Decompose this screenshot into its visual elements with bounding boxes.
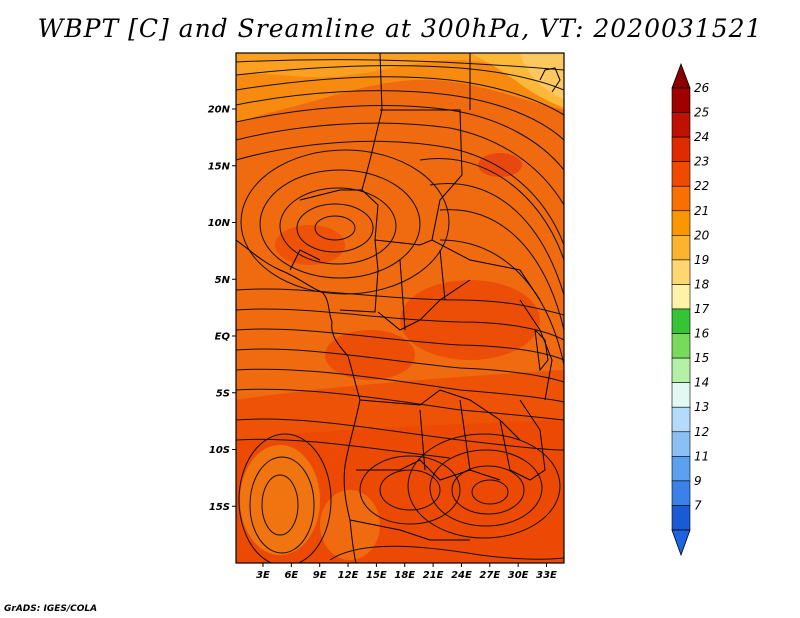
streamline-group-vortex-south (238, 433, 561, 563)
colorbar-cell (671, 284, 691, 310)
lon-tick-label: 21E (423, 570, 444, 581)
lon-tick-label: 9E (313, 570, 327, 581)
map-title: WBPT [C] and Sreamline at 300hPa, VT: 20… (37, 14, 763, 43)
colorbar-cell (671, 87, 691, 113)
lat-tick-label: 5S (216, 388, 230, 399)
colorbar-cell (671, 382, 691, 408)
lat-tick-label: 10S (209, 445, 230, 456)
colorbar: 26 25 24 23 22 21 20 19 18 17 16 15 14 13 12 11 9 7 (671, 62, 710, 557)
colorbar-cell (671, 456, 691, 482)
plot-frame (235, 52, 565, 564)
streamline-group-vortex-north (240, 149, 450, 295)
lon-tick-label: 27E (479, 570, 500, 581)
lon-tick-label: 30E (508, 570, 529, 581)
colorbar-cell (671, 235, 691, 261)
lon-tick-label: 15E (366, 570, 387, 581)
grads-credit: GrADS: IGES/COLA (4, 604, 98, 614)
colorbar-label: 15 (694, 351, 709, 365)
colorbar-label: 23 (694, 155, 709, 169)
colorbar-cell (671, 308, 691, 334)
colorbar-label: 12 (694, 425, 709, 439)
colorbar-label: 7 (694, 498, 702, 512)
colorbar-label: 19 (694, 253, 709, 267)
colorbar-cell (671, 480, 691, 506)
colorbar-label: 21 (694, 204, 709, 218)
colorbar-cell (671, 112, 691, 138)
streamline-group-east (419, 158, 564, 366)
wbpt-field (236, 53, 564, 563)
lon-tick-label: 6E (284, 570, 298, 581)
colorbar-cell (671, 136, 691, 162)
lat-tick-label: 15N (208, 161, 231, 172)
latitude-axis: 20N 15N 10N 5N EQ 5S 10S 15S (208, 105, 236, 513)
lon-tick-label: 18E (394, 570, 415, 581)
streamlines (236, 59, 564, 563)
colorbar-label: 11 (694, 449, 709, 463)
lat-tick-label: EQ (215, 332, 231, 343)
colorbar-labels: 26 25 24 23 22 21 20 19 18 17 16 15 14 13 12 11 9 7 (694, 81, 710, 512)
colorbar-cells (671, 87, 691, 531)
colorbar-cell (671, 431, 691, 457)
colorbar-cell (671, 185, 691, 212)
colorbar-label: 13 (694, 400, 709, 414)
colorbar-label: 9 (694, 474, 702, 488)
colorbar-cell (671, 259, 691, 285)
colorbar-cell (671, 357, 691, 383)
lon-tick-label: 12E (338, 570, 359, 581)
lon-tick-label: 33E (536, 570, 557, 581)
longitude-axis: 3E 6E 9E 12E 15E 18E 21E 24E 27E 30E 33E (256, 563, 557, 581)
lon-tick-label: 24E (451, 570, 472, 581)
colorbar-label: 14 (694, 376, 709, 390)
colorbar-label: 22 (694, 179, 709, 193)
colorbar-label: 26 (694, 81, 710, 95)
colorbar-cell (671, 406, 691, 433)
colorbar-label: 24 (694, 130, 709, 144)
colorbar-label: 17 (694, 302, 710, 316)
colorbar-top-arrow (671, 62, 691, 89)
colorbar-cell (671, 210, 691, 236)
colorbar-cell (671, 505, 691, 531)
lon-tick-label: 3E (256, 570, 270, 581)
colorbar-cell (671, 161, 691, 187)
colorbar-label: 25 (694, 106, 709, 120)
streamline-group-north (236, 59, 564, 246)
colorbar-label: 18 (694, 277, 710, 291)
lat-tick-label: 5N (215, 275, 231, 286)
colorbar-cell (671, 333, 691, 359)
colorbar-bottom-arrow (671, 529, 691, 557)
lat-tick-label: 15S (209, 502, 230, 513)
lat-tick-label: 20N (208, 105, 231, 116)
colorbar-label: 20 (694, 228, 710, 242)
country-borders (236, 53, 561, 563)
colorbar-label: 16 (694, 327, 710, 341)
lat-tick-label: 10N (208, 218, 231, 229)
